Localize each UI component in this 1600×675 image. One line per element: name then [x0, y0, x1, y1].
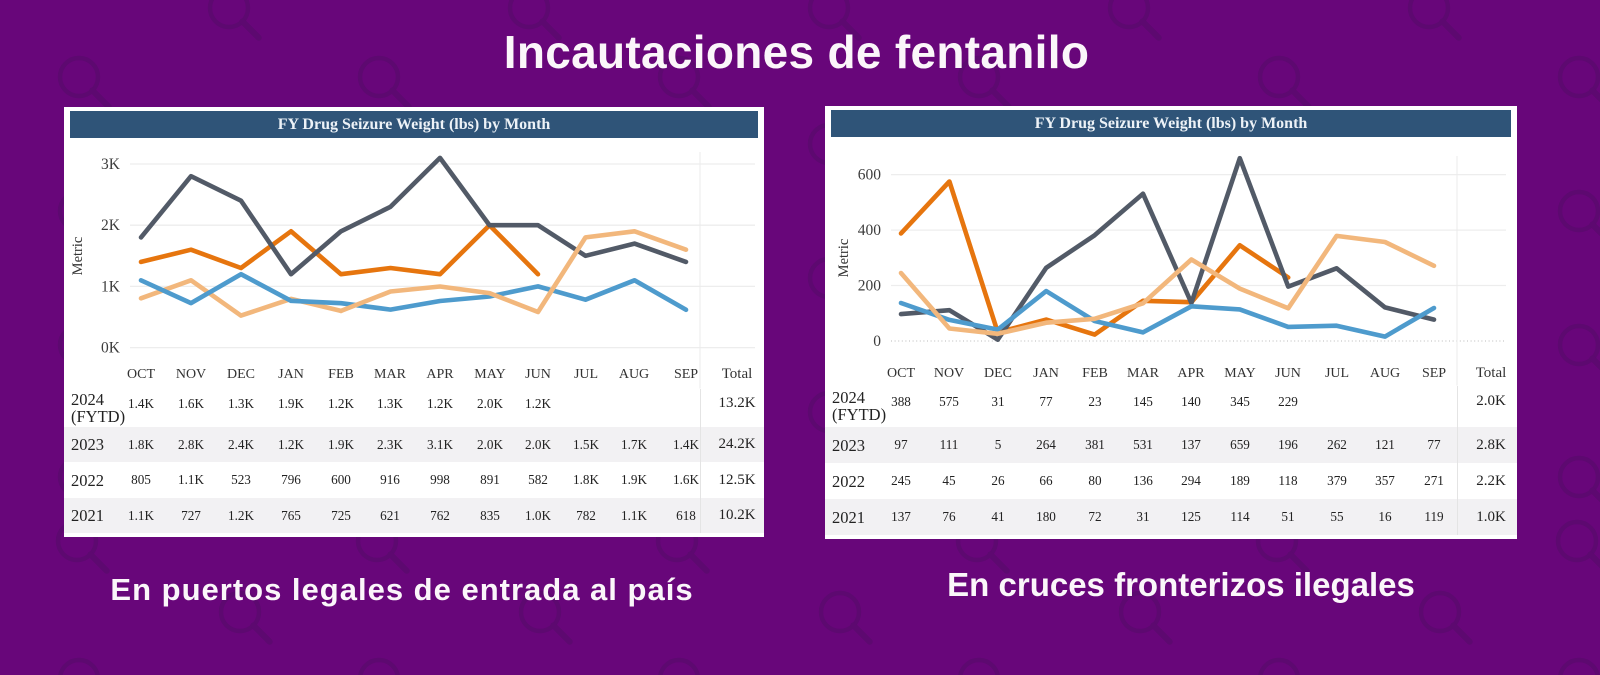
svg-text:MAY: MAY [1224, 366, 1255, 381]
svg-text:OCT: OCT [127, 367, 155, 382]
svg-text:JUN: JUN [525, 367, 551, 382]
svg-text:DEC: DEC [227, 367, 255, 382]
svg-text:SEP: SEP [1422, 366, 1446, 381]
svg-text:400: 400 [858, 222, 882, 239]
svg-text:DEC: DEC [984, 366, 1012, 381]
svg-text:SEP: SEP [674, 367, 698, 382]
svg-text:3K: 3K [101, 156, 121, 173]
svg-text:NOV: NOV [176, 367, 206, 382]
svg-text:0K: 0K [101, 340, 121, 357]
svg-text:2K: 2K [101, 217, 121, 234]
svg-text:600: 600 [858, 167, 882, 184]
svg-text:MAY: MAY [474, 367, 505, 382]
svg-text:APR: APR [1177, 366, 1205, 381]
svg-text:0: 0 [873, 333, 881, 350]
svg-text:JAN: JAN [278, 367, 304, 382]
svg-text:Total: Total [722, 366, 753, 382]
svg-text:Metric: Metric [70, 237, 86, 276]
svg-text:NOV: NOV [934, 366, 964, 381]
svg-text:JUL: JUL [574, 367, 598, 382]
svg-text:FEB: FEB [328, 367, 354, 382]
svg-text:1K: 1K [101, 278, 121, 295]
svg-text:200: 200 [858, 278, 882, 295]
svg-text:FEB: FEB [1082, 366, 1108, 381]
svg-text:JAN: JAN [1033, 366, 1059, 381]
svg-text:MAR: MAR [374, 367, 407, 382]
svg-text:MAR: MAR [1127, 366, 1160, 381]
svg-text:AUG: AUG [1370, 366, 1400, 381]
svg-text:APR: APR [426, 367, 454, 382]
svg-text:Total: Total [1476, 365, 1507, 381]
svg-text:JUL: JUL [1325, 366, 1349, 381]
svg-text:Metric: Metric [836, 239, 852, 278]
svg-text:AUG: AUG [619, 367, 649, 382]
svg-text:JUN: JUN [1275, 366, 1301, 381]
svg-text:OCT: OCT [887, 366, 915, 381]
